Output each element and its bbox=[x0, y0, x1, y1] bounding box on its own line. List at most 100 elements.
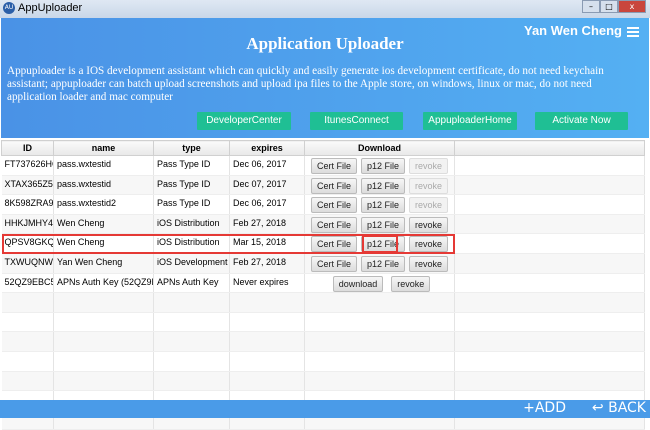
p12-file-button[interactable]: p12 File bbox=[360, 158, 406, 174]
close-button[interactable]: x bbox=[618, 0, 646, 13]
add-button[interactable]: +ADD bbox=[523, 400, 566, 416]
cell-download: download revoke bbox=[304, 273, 455, 294]
column-header-name[interactable]: name bbox=[53, 140, 154, 156]
p12-file-button[interactable]: p12 File bbox=[360, 216, 406, 233]
cell-name bbox=[53, 351, 154, 372]
empty-row bbox=[1, 351, 645, 372]
cert-file-button[interactable]: Cert File bbox=[310, 236, 357, 253]
appuploader-home-button[interactable]: AppuploaderHome bbox=[423, 112, 517, 130]
hamburger-menu-icon[interactable] bbox=[627, 25, 639, 39]
revoke-button[interactable]: revoke bbox=[391, 275, 431, 292]
column-header-id[interactable]: ID bbox=[1, 140, 54, 156]
table-row[interactable]: FT737626HC pass.wxtestid Pass Type ID Dec 0… bbox=[1, 155, 645, 176]
cell-expires: Dec 06, 2017 bbox=[229, 155, 305, 176]
footer-bar: +ADD ↩ BACK bbox=[0, 400, 650, 418]
activate-now-button[interactable]: Activate Now bbox=[535, 112, 628, 130]
cell-expires: Mar 15, 2018 bbox=[229, 233, 305, 254]
cell-expires: Feb 27, 2018 bbox=[229, 214, 305, 235]
minimize-button[interactable]: – bbox=[582, 0, 600, 13]
plus-icon: + bbox=[523, 400, 535, 416]
developer-center-button[interactable]: DeveloperCenter bbox=[197, 112, 291, 130]
cell-download: Cert File p12 File revoke bbox=[304, 175, 455, 196]
cell-id: QPSV8GKQUW bbox=[1, 233, 54, 254]
cell-empty bbox=[454, 233, 645, 254]
cert-file-button[interactable]: Cert File bbox=[310, 177, 357, 194]
revoke-button[interactable]: revoke bbox=[409, 255, 449, 272]
header-banner: Yan Wen Cheng Application Uploader Appup… bbox=[1, 18, 649, 138]
revoke-button: revoke bbox=[409, 158, 449, 174]
cell-id bbox=[1, 331, 54, 352]
cell-id: 8K598ZRA95 bbox=[1, 194, 54, 215]
cell-expires bbox=[229, 351, 305, 372]
cert-file-button[interactable]: Cert File bbox=[310, 255, 357, 272]
revoke-button[interactable]: revoke bbox=[409, 216, 449, 233]
cell-type bbox=[153, 371, 230, 392]
add-label: ADD bbox=[534, 400, 566, 416]
page-title: Application Uploader bbox=[246, 34, 404, 53]
cell-download: Cert File p12 File revoke bbox=[304, 155, 455, 176]
column-header-download[interactable]: Download bbox=[304, 140, 455, 156]
cell-empty bbox=[454, 253, 645, 274]
download-button[interactable]: download bbox=[332, 275, 384, 292]
empty-row bbox=[1, 331, 645, 352]
cell-name bbox=[53, 292, 154, 313]
cell-empty bbox=[454, 371, 645, 392]
cell-type: iOS Distribution bbox=[153, 214, 230, 235]
cell-id: TXWUQNW3PY bbox=[1, 253, 54, 274]
cell-type: APNs Auth Key bbox=[153, 273, 230, 294]
cell-expires bbox=[229, 292, 305, 313]
cell-type: iOS Development bbox=[153, 253, 230, 274]
cell-empty bbox=[454, 351, 645, 372]
cell-empty bbox=[454, 331, 645, 352]
user-menu[interactable]: Yan Wen Cheng bbox=[524, 23, 639, 39]
cert-file-button[interactable]: Cert File bbox=[310, 216, 357, 233]
column-header-expires[interactable]: expires bbox=[229, 140, 305, 156]
cell-name bbox=[53, 312, 154, 333]
revoke-button: revoke bbox=[409, 177, 449, 194]
p12-file-button[interactable]: p12 File bbox=[360, 177, 406, 194]
table-row[interactable]: XTAX365Z55 pass.wxtestid Pass Type ID Dec 0… bbox=[1, 175, 645, 196]
cell-id: XTAX365Z55 bbox=[1, 175, 54, 196]
cell-id bbox=[1, 351, 54, 372]
empty-row bbox=[1, 292, 645, 313]
cell-name: pass.wxtestid2 bbox=[53, 194, 154, 215]
cell-expires: Never expires bbox=[229, 273, 305, 294]
p12-file-button[interactable]: p12 File bbox=[360, 236, 406, 253]
revoke-button: revoke bbox=[409, 197, 449, 214]
cert-file-button[interactable]: Cert File bbox=[310, 158, 357, 174]
table-row[interactable]: 8K598ZRA95 pass.wxtestid2 Pass Type ID Dec … bbox=[1, 194, 645, 215]
cell-expires: Dec 06, 2017 bbox=[229, 194, 305, 215]
back-arrow-icon: ↩ bbox=[591, 400, 609, 416]
column-header-type[interactable]: type bbox=[153, 140, 230, 156]
cell-empty bbox=[454, 273, 645, 294]
cell-type: Pass Type ID bbox=[153, 175, 230, 196]
cell-empty bbox=[454, 175, 645, 196]
table-row[interactable]: 52QZ9EBC5ZAPNs Auth Key (52QZ9EBC5Z)APNs… bbox=[1, 273, 645, 294]
cell-id bbox=[1, 292, 54, 313]
cell-type bbox=[153, 312, 230, 333]
maximize-button[interactable]: □ bbox=[600, 0, 618, 13]
p12-file-button[interactable]: p12 File bbox=[360, 197, 406, 214]
cell-download: Cert File p12 File revoke bbox=[304, 233, 455, 254]
itunes-connect-button[interactable]: ItunesConnect bbox=[310, 112, 403, 130]
cell-type: Pass Type ID bbox=[153, 194, 230, 215]
back-label: BACK bbox=[608, 400, 646, 416]
cert-file-button[interactable]: Cert File bbox=[310, 197, 357, 214]
cell-empty bbox=[454, 155, 645, 176]
app-description: Appuploader is a IOS development assista… bbox=[7, 65, 604, 103]
cell-empty bbox=[454, 214, 645, 235]
cell-name bbox=[53, 371, 154, 392]
cell-download: Cert File p12 File revoke bbox=[304, 214, 455, 235]
cell-empty bbox=[454, 312, 645, 333]
empty-row bbox=[1, 312, 645, 333]
cell-type bbox=[153, 331, 230, 352]
revoke-button[interactable]: revoke bbox=[409, 236, 449, 253]
cell-name: APNs Auth Key (52QZ9EBC5Z) bbox=[53, 273, 154, 294]
back-button[interactable]: ↩ BACK bbox=[592, 400, 646, 416]
cell-download bbox=[304, 331, 455, 352]
p12-file-button[interactable]: p12 File bbox=[360, 255, 406, 272]
cell-type bbox=[153, 292, 230, 313]
